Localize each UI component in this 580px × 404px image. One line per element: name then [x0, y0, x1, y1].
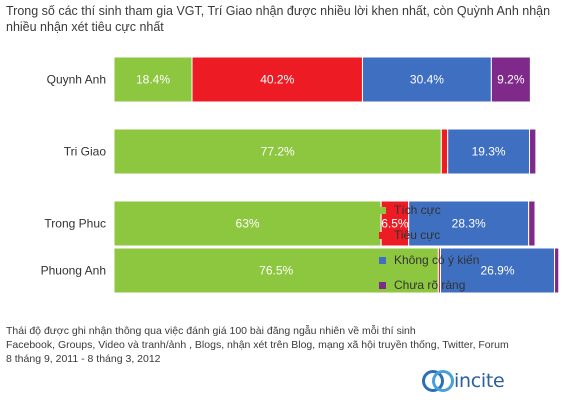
data-label: 9.2% — [497, 73, 525, 87]
title-line-1: Trong số các thí sinh tham gia VGT, Trí … — [6, 4, 551, 18]
legend-label: Tiêu cực — [394, 228, 440, 242]
legend: Tích cực Tiêu cực Không có ý kiến Chưa rõ r… — [379, 203, 479, 292]
data-label: 76.5% — [259, 264, 293, 278]
legend-label: Chưa rõ ràng — [394, 278, 465, 292]
data-label: 6.5% — [381, 217, 409, 231]
category-label: Phuong Anh — [41, 264, 106, 278]
bar-segment — [528, 200, 536, 247]
data-label: 40.2% — [260, 73, 294, 87]
bar-segment — [529, 128, 537, 175]
bar-segment — [191, 56, 363, 103]
bar-segment — [113, 128, 442, 175]
data-label: 26.9% — [480, 264, 514, 278]
legend-swatch — [379, 207, 386, 214]
bar-segment — [361, 56, 492, 103]
category-label: Trong Phuc — [44, 217, 106, 231]
bar-segment — [447, 128, 531, 175]
legend-label: Không có ý kiến — [394, 253, 479, 267]
bar-segment — [440, 128, 449, 175]
data-label: 28.3% — [452, 217, 486, 231]
legend-swatch — [379, 282, 386, 289]
category-label: Quynh Anh — [47, 73, 106, 87]
legend-swatch — [379, 232, 386, 239]
incite-logo: incite — [422, 368, 505, 394]
data-label: 30.4% — [410, 73, 444, 87]
title-line-2: nhiều nhận xét tiêu cực nhất — [6, 20, 164, 34]
bar-segment — [113, 56, 193, 103]
data-label: 19.3% — [472, 145, 506, 159]
data-label: 63% — [236, 217, 260, 231]
legend-swatch — [379, 257, 386, 264]
legend-label: Tích cực — [394, 203, 441, 217]
data-label: 18.4% — [136, 73, 170, 87]
bar-segment — [408, 200, 530, 247]
footer-line-3: 8 tháng 9, 2011 - 8 tháng 3, 2012 — [6, 353, 161, 365]
category-label: Tri Giao — [64, 145, 107, 159]
bar-segment — [439, 247, 556, 294]
logo-text: incite — [454, 370, 505, 392]
chart-title: Trong số các thí sinh tham gia VGT, Trí … — [6, 3, 580, 35]
logo-mark-icon — [422, 370, 454, 392]
bar-segment — [113, 200, 382, 247]
footer-notes: Thái độ được ghi nhận thông qua việc đán… — [6, 324, 509, 366]
bar-segment — [554, 247, 560, 294]
data-label: 77.2% — [261, 145, 295, 159]
footer-line-2: Facebook, Groups, Video và tranh/ảnh , B… — [6, 339, 509, 351]
bars-group: Quynh Anh 18.4% 40.2% 30.4% 9.2% Tri Giao 77.2… — [41, 56, 560, 294]
bar-segment — [490, 56, 531, 103]
footer-line-1: Thái độ được ghi nhận thông qua việc đán… — [6, 325, 416, 337]
